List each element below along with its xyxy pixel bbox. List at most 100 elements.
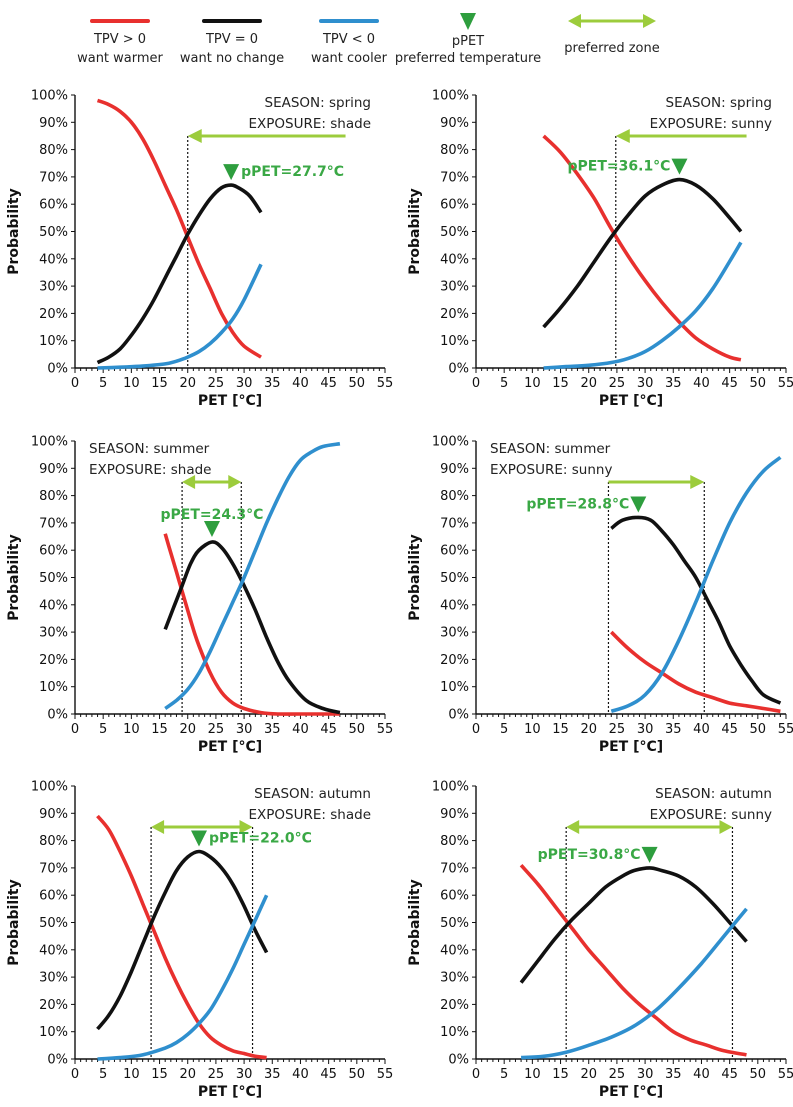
y-axis-title: Probability bbox=[407, 188, 423, 275]
y-tick-label: 0% bbox=[448, 708, 469, 723]
x-tick-label: 5 bbox=[99, 722, 107, 737]
x-tick-label: 55 bbox=[377, 376, 394, 391]
x-axis-title: PET [°C] bbox=[599, 1084, 663, 1100]
x-tick-label: 25 bbox=[208, 722, 225, 737]
x-tick-label: 0 bbox=[71, 1067, 79, 1082]
series-line-cooler bbox=[97, 263, 263, 370]
x-tick-label: 30 bbox=[637, 1067, 654, 1082]
series-line-nochange bbox=[542, 177, 743, 329]
y-tick-label: 30% bbox=[39, 971, 68, 986]
series-line-warmer bbox=[519, 864, 747, 1057]
y-axis-title: Probability bbox=[407, 534, 423, 621]
y-tick-label: 0% bbox=[47, 362, 68, 377]
y-tick-label: 10% bbox=[39, 680, 68, 695]
x-tick-label: 40 bbox=[292, 1067, 309, 1082]
x-tick-label: 5 bbox=[500, 376, 508, 391]
x-tick-label: 15 bbox=[151, 722, 168, 737]
ppet-label: pPET=30.8°C bbox=[538, 847, 641, 863]
y-tick-label: 100% bbox=[31, 435, 68, 450]
legend-item-zone: preferred zone bbox=[564, 14, 660, 56]
series-line-warmer bbox=[163, 533, 340, 716]
x-tick-label: 15 bbox=[151, 1067, 168, 1082]
legend-item-nochange: TPV = 0 want no change bbox=[180, 19, 284, 66]
y-tick-label: 50% bbox=[39, 225, 68, 240]
y-tick-label: 90% bbox=[39, 462, 68, 477]
ppet-marker-icon bbox=[641, 846, 658, 863]
y-tick-label: 40% bbox=[440, 598, 469, 613]
series-line-cooler bbox=[521, 907, 748, 1060]
series-line-cooler bbox=[543, 241, 743, 370]
x-tick-label: 0 bbox=[71, 722, 79, 737]
ppet-marker-icon bbox=[671, 158, 688, 175]
preferred-zone-arrow-head bbox=[187, 128, 202, 143]
x-tick-label: 35 bbox=[264, 722, 281, 737]
chart-panel-1: 0% 10% 20% 30% 40% 50% 60% 70% 80% 90% 100% 0 5 10 15 2… bbox=[6, 89, 393, 410]
y-axis-title: Probability bbox=[6, 879, 22, 966]
y-tick-label: 30% bbox=[440, 971, 469, 986]
preferred-zone-arrow-right-head bbox=[719, 819, 733, 834]
x-tick-label: 55 bbox=[778, 722, 793, 737]
y-tick-label: 60% bbox=[39, 889, 68, 904]
ppet-label: pPET=22.0°C bbox=[209, 831, 312, 847]
y-tick-label: 80% bbox=[440, 489, 469, 504]
exposure-label: EXPOSURE: shade bbox=[89, 462, 211, 478]
chart-panel-4: 0% 10% 20% 30% 40% 50% 60% 70% 80% 90% 100% 0 5 10 15 2… bbox=[407, 435, 793, 756]
x-tick-label: 25 bbox=[609, 1067, 626, 1082]
legend-sublabel-ppet: preferred temperature bbox=[395, 51, 541, 66]
ppet-marker-icon bbox=[630, 496, 647, 513]
series-line-nochange bbox=[610, 515, 782, 705]
y-tick-label: 0% bbox=[448, 362, 469, 377]
series-line-nochange bbox=[163, 540, 341, 715]
ppet-marker-icon bbox=[191, 830, 207, 847]
legend-item-cooler: TPV < 0 want cooler bbox=[311, 19, 388, 66]
x-tick-label: 0 bbox=[71, 376, 79, 391]
x-tick-label: 10 bbox=[123, 1067, 140, 1082]
y-tick-label: 40% bbox=[440, 252, 469, 267]
series-line-cooler bbox=[164, 441, 341, 710]
exposure-label: EXPOSURE: sunny bbox=[490, 462, 612, 478]
preferred-zone-arrow bbox=[182, 474, 242, 489]
y-tick-label: 80% bbox=[440, 143, 469, 158]
y-tick-label: 60% bbox=[440, 889, 469, 904]
y-axis-title: Probability bbox=[6, 188, 22, 275]
x-tick-label: 20 bbox=[580, 722, 597, 737]
x-tick-label: 30 bbox=[236, 1067, 253, 1082]
y-tick-label: 70% bbox=[39, 516, 68, 531]
x-tick-label: 40 bbox=[693, 376, 710, 391]
legend-item-warmer: TPV > 0 want warmer bbox=[77, 19, 164, 66]
x-tick-label: 30 bbox=[637, 722, 654, 737]
x-tick-label: 50 bbox=[349, 376, 366, 391]
legend-zone-arrow-icon-left-head bbox=[568, 14, 581, 28]
x-tick-label: 0 bbox=[472, 376, 480, 391]
y-tick-label: 60% bbox=[39, 544, 68, 559]
x-axis-title: PET [°C] bbox=[599, 393, 663, 409]
y-tick-label: 80% bbox=[39, 834, 68, 849]
ppet-marker-icon bbox=[203, 521, 220, 538]
y-tick-label: 50% bbox=[440, 225, 469, 240]
x-tick-label: 20 bbox=[580, 376, 597, 391]
y-tick-label: 20% bbox=[440, 307, 469, 322]
legend-item-ppet: pPET preferred temperature bbox=[395, 13, 541, 66]
exposure-label: EXPOSURE: shade bbox=[249, 807, 371, 823]
preferred-zone-arrow bbox=[187, 128, 346, 143]
y-tick-label: 10% bbox=[440, 680, 469, 695]
y-tick-label: 40% bbox=[440, 943, 469, 958]
x-tick-label: 25 bbox=[609, 376, 626, 391]
chart-panel-3: 0% 10% 20% 30% 40% 50% 60% 70% 80% 90% 100% 0 5 10 15 2… bbox=[6, 435, 393, 756]
ppet-label: pPET=27.7°C bbox=[241, 164, 344, 180]
y-tick-label: 30% bbox=[39, 626, 68, 641]
chart-panel-2: 0% 10% 20% 30% 40% 50% 60% 70% 80% 90% 100% 0 5 10 15 2… bbox=[407, 89, 793, 410]
x-tick-label: 50 bbox=[750, 1067, 767, 1082]
exposure-label: EXPOSURE: shade bbox=[249, 116, 371, 132]
x-tick-label: 45 bbox=[320, 722, 337, 737]
y-axis-title: Probability bbox=[6, 534, 22, 621]
y-tick-label: 80% bbox=[39, 489, 68, 504]
x-tick-label: 25 bbox=[208, 1067, 225, 1082]
season-label: SEASON: spring bbox=[666, 95, 773, 111]
y-tick-label: 40% bbox=[39, 598, 68, 613]
y-tick-label: 90% bbox=[440, 462, 469, 477]
y-tick-label: 30% bbox=[440, 280, 469, 295]
x-tick-label: 0 bbox=[472, 722, 480, 737]
